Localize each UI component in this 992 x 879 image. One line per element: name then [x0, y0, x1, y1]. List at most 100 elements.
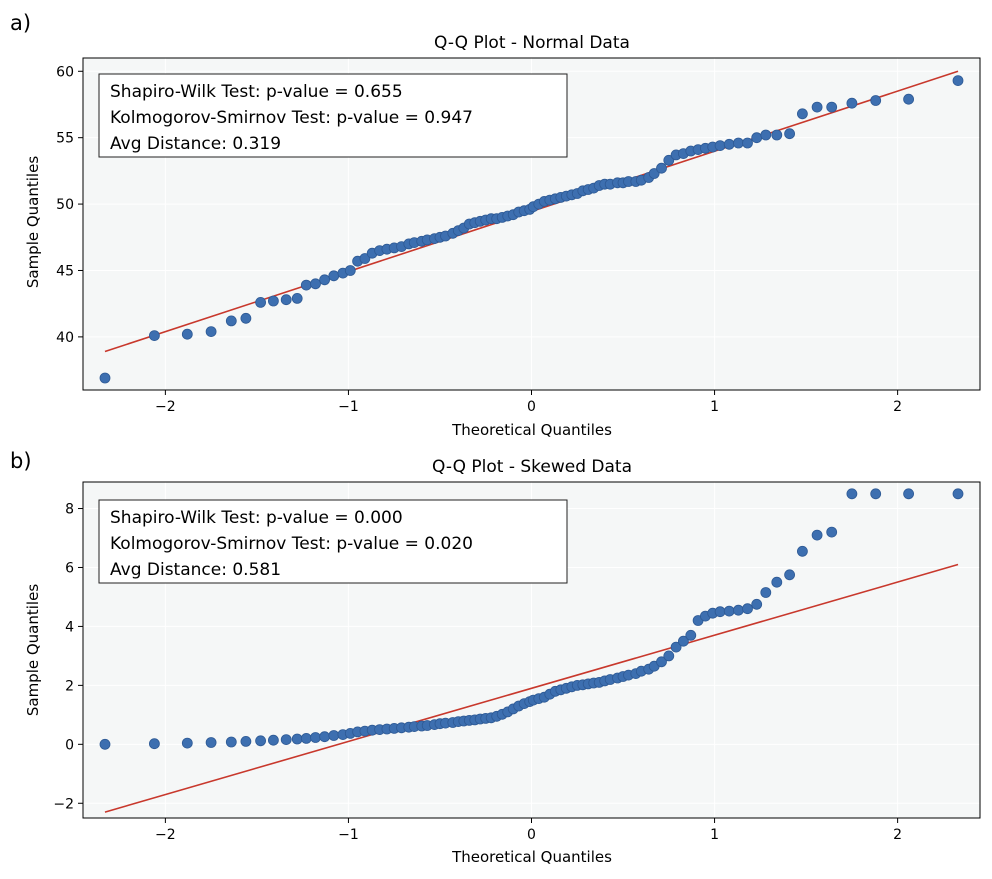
- panel-b-point-5: [240, 736, 252, 747]
- panel-a-point-86: [846, 97, 858, 109]
- panel-b-points: [99, 488, 964, 750]
- panel-a-point-7: [267, 295, 279, 307]
- panel-b-point-79: [751, 598, 763, 610]
- panel-b-point-10: [300, 733, 312, 744]
- panel-b-ticks: −2 −1 0 1 2 −2 0 2 4 6 8: [53, 502, 902, 843]
- panel-a-point-81: [771, 129, 783, 141]
- panel-a-y-label: Sample Quantiles: [24, 156, 42, 288]
- panel-a-point-77: [733, 137, 744, 149]
- panel-a-point-13: [328, 270, 340, 282]
- panel-a-point-84: [811, 101, 823, 113]
- panel-b-x-tick-label-0: −2: [155, 827, 176, 843]
- panel-b-point-8: [280, 734, 292, 745]
- panel-b-point-75: [714, 606, 726, 618]
- panel-b-point-3: [205, 737, 217, 748]
- panel-a-letter: a): [10, 11, 31, 35]
- panel-a-point-0: [99, 372, 111, 384]
- panel-b-point-84: [811, 529, 823, 541]
- panel-b-point-2: [181, 737, 193, 749]
- panel-b-point-11: [310, 732, 321, 743]
- panel-b-y-tick-label-1: 0: [65, 737, 74, 753]
- panel-a-x-label: Theoretical Quantiles: [451, 421, 612, 439]
- panel-a-title: Q-Q Plot - Normal Data: [434, 33, 630, 53]
- panel-b-point-71: [685, 629, 697, 641]
- panel-a-ticks: −2 −1 0 1 2 40 45 50 55 60: [56, 64, 902, 415]
- panel-b-point-7: [267, 734, 279, 746]
- panel-b-stats-box-frame: [98, 499, 568, 584]
- panel-a-y-tick-label-4: 60: [56, 64, 74, 80]
- panel-b-point-82: [784, 569, 795, 581]
- panel-a-point-2: [181, 328, 193, 340]
- panel-a-point-83: [797, 108, 808, 120]
- panel-a-point-4: [225, 315, 237, 327]
- panel-a-point-6: [255, 296, 267, 308]
- panel-a-stat-avg-distance: Avg Distance: 0.319: [110, 134, 281, 154]
- panel-b-stats-box: Shapiro-Wilk Test: p-value = 0.000 Kolmo…: [98, 499, 568, 584]
- panel-b-point-89: [952, 488, 964, 500]
- panel-b-x-tick-label-3: 1: [710, 827, 719, 843]
- panel-b-point-70: [678, 635, 689, 647]
- panel-b-point-87: [870, 488, 882, 500]
- panel-b-point-4: [225, 736, 237, 748]
- panel-b-point-9: [291, 733, 303, 745]
- panel-b-stat-ks: Kolmogorov-Smirnov Test: p-value = 0.020: [110, 534, 473, 554]
- panel-b-fit-line: [104, 563, 959, 813]
- panel-a-point-78: [742, 137, 753, 149]
- panel-b-point-68: [663, 650, 675, 662]
- panel-b-y-tick-label-3: 4: [65, 619, 74, 635]
- panel-b-point-6: [255, 735, 267, 747]
- panel-a-point-66: [648, 168, 660, 179]
- panel-b-point-78: [742, 603, 753, 615]
- panel-a-point-8: [280, 294, 292, 306]
- panel-b-point-0: [99, 738, 111, 750]
- panel-b-point-88: [903, 488, 914, 500]
- panel-b-point-69: [670, 641, 682, 653]
- panel-a-point-68: [663, 154, 675, 166]
- panel-a-stats-box-frame: [98, 73, 568, 158]
- panel-b-stat-avg-distance: Avg Distance: 0.581: [110, 560, 281, 580]
- panel-b-title: Q-Q Plot - Skewed Data: [432, 457, 632, 477]
- panel-a-x-tick-label-0: −2: [155, 399, 176, 415]
- panel-a-point-87: [870, 95, 882, 106]
- panel-a-point-85: [826, 101, 838, 113]
- panel-a-point-80: [760, 129, 772, 141]
- panel-b: b) Q-Q Plot - Skewed Data −2 −1 0 1 2 −2 0 2 4 6 8…: [10, 449, 981, 866]
- panel-a-point-10: [300, 279, 312, 291]
- panel-b-y-tick-label-0: −2: [53, 796, 74, 812]
- panel-a-point-88: [903, 93, 914, 105]
- panel-a-points: [99, 75, 964, 384]
- panel-a-x-tick-label-1: −1: [338, 399, 359, 415]
- panel-b-point-76: [723, 605, 735, 617]
- panel-b-y-label: Sample Quantiles: [24, 584, 42, 716]
- panel-a-point-67: [656, 162, 667, 174]
- panel-b-point-1: [148, 738, 160, 750]
- panel-a-point-82: [784, 128, 795, 140]
- panel-b-letter: b): [10, 449, 32, 473]
- panel-b-stat-shapiro: Shapiro-Wilk Test: p-value = 0.000: [110, 508, 403, 528]
- panel-b-y-tick-label-2: 2: [65, 678, 74, 694]
- panel-b-fit-line-group: [104, 563, 959, 813]
- panel-b-point-12: [319, 731, 331, 743]
- panel-b-point-86: [846, 488, 858, 500]
- panel-a-point-75: [714, 140, 726, 152]
- panel-a-x-tick-label-4: 2: [893, 399, 902, 415]
- panel-a-point-5: [240, 312, 252, 324]
- panel-b-point-67: [656, 656, 667, 668]
- panel-a-stats-box: Shapiro-Wilk Test: p-value = 0.655 Kolmo…: [98, 73, 568, 158]
- panel-b-y-tick-label-4: 6: [65, 560, 74, 576]
- panel-b-x-tick-label-1: −1: [338, 827, 359, 843]
- panel-a-point-1: [148, 330, 160, 342]
- panel-b-x-tick-label-2: 0: [527, 827, 536, 843]
- panel-a-x-tick-label-3: 1: [710, 399, 719, 415]
- panel-b-point-80: [760, 587, 772, 598]
- panel-a-point-15: [344, 265, 356, 276]
- panel-b-point-83: [797, 545, 808, 557]
- panel-b-point-81: [771, 576, 783, 588]
- panel-a-point-9: [291, 292, 303, 304]
- panel-a-y-tick-label-1: 45: [56, 263, 74, 279]
- panel-b-x-label: Theoretical Quantiles: [451, 848, 612, 866]
- panel-a-point-12: [319, 274, 331, 286]
- panel-a-stat-ks: Kolmogorov-Smirnov Test: p-value = 0.947: [110, 108, 473, 128]
